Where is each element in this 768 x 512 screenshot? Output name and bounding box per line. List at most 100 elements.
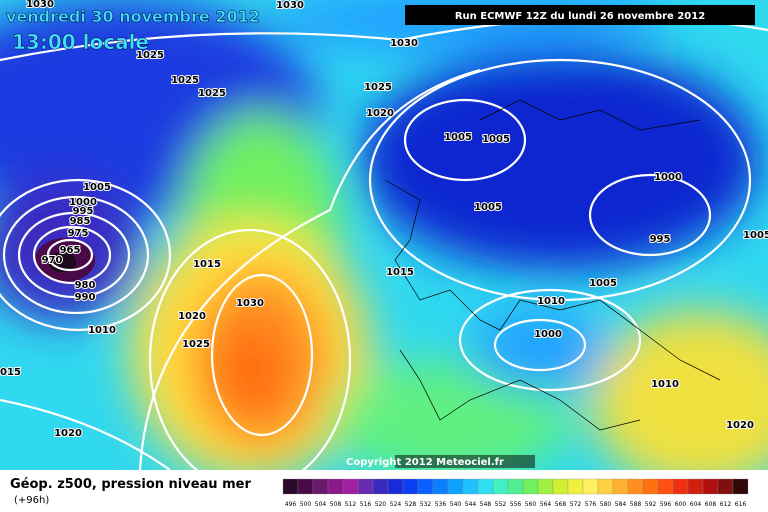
isobar-label: 1015 — [193, 259, 221, 270]
isobar-label: 1005 — [589, 278, 617, 289]
isobar-label: 1020 — [54, 428, 82, 439]
isobar-label: 1000 — [534, 329, 562, 340]
scale-swatch — [627, 478, 644, 495]
scale-label: 528 — [405, 501, 417, 508]
lead-time: (+96h) — [14, 495, 49, 506]
isobar-label: 1020 — [366, 108, 394, 119]
isobar-label: 1005 — [444, 132, 472, 143]
scale-swatch — [537, 478, 554, 495]
isobar-label: 1005 — [743, 230, 768, 241]
scale-label: 600 — [675, 501, 687, 508]
scale-label: 576 — [585, 501, 597, 508]
scale-label: 520 — [375, 501, 387, 508]
isobar-label: 1005 — [83, 182, 111, 193]
date: vendredi 30 novembre 2012 — [6, 7, 260, 26]
scale-swatch — [297, 478, 314, 495]
scale-swatch — [417, 478, 434, 495]
isobar-label: 975 — [68, 228, 89, 239]
isobar-label: 1020 — [726, 420, 754, 431]
isobar-label: 1010 — [651, 379, 679, 390]
scale-label: 496 — [285, 501, 297, 508]
scale-swatch — [312, 478, 329, 495]
scale-label: 564 — [540, 501, 552, 508]
isobar-label: 1025 — [364, 82, 392, 93]
scale-swatch — [507, 478, 524, 495]
scale-label: 512 — [345, 501, 357, 508]
isobar-label: 1030 — [390, 38, 418, 49]
scale-label: 536 — [435, 501, 447, 508]
scale-label: 596 — [660, 501, 672, 508]
scale-label: 556 — [510, 501, 522, 508]
scale-swatch — [492, 478, 509, 495]
isobar-label: 1025 — [198, 88, 226, 99]
scale-label: 508 — [330, 501, 342, 508]
scale-swatch — [372, 478, 389, 495]
scale-swatch — [387, 478, 404, 495]
isobar-label: 1000 — [69, 197, 97, 208]
isobar-label: 1020 — [178, 311, 206, 322]
isobar-label: 985 — [70, 216, 91, 227]
scale-swatch — [717, 478, 734, 495]
isobar-label: 1000 — [654, 172, 682, 183]
isobar-label: 965 — [60, 245, 81, 256]
isobar-label: 1030 — [236, 298, 264, 309]
isobar-label: 1030 — [276, 0, 304, 11]
scale-label: 592 — [645, 501, 657, 508]
scale-label: 608 — [705, 501, 717, 508]
scale-label: 588 — [630, 501, 642, 508]
scale-swatch — [357, 478, 374, 495]
isobar-label: 1005 — [474, 202, 502, 213]
isobar-label: 1005 — [482, 134, 510, 145]
scale-swatch — [687, 478, 704, 495]
copyright-box — [395, 455, 535, 468]
isobar-label: 1025 — [136, 50, 164, 61]
scale-swatch — [597, 478, 614, 495]
scale-label: 544 — [465, 501, 477, 508]
isobar-label: 1010 — [537, 296, 565, 307]
legend-title: Géop. z500, pression niveau mer — [10, 477, 251, 492]
scale-swatch — [732, 478, 749, 495]
scale-label: 580 — [600, 501, 612, 508]
scale-label: 616 — [735, 501, 747, 508]
isobar-label: 990 — [75, 292, 96, 303]
scale-label: 604 — [690, 501, 702, 508]
scale-swatch — [582, 478, 599, 495]
scale-label: 504 — [315, 501, 327, 508]
scale-swatch — [567, 478, 584, 495]
isobar-label: 1015 — [0, 367, 21, 378]
scale-swatch — [342, 478, 359, 495]
scale-swatch — [552, 478, 569, 495]
scale-swatch — [432, 478, 449, 495]
copyright: Copyright 2012 Meteociel.fr — [346, 457, 504, 468]
isobar-label: 1010 — [88, 325, 116, 336]
scale-label: 612 — [720, 501, 732, 508]
run-box — [405, 5, 755, 25]
scale-swatch — [522, 478, 539, 495]
scale-label: 572 — [570, 501, 582, 508]
scale-label: 568 — [555, 501, 567, 508]
scale-swatch — [327, 478, 344, 495]
isobar-label: 1025 — [171, 75, 199, 86]
scale-swatch — [642, 478, 659, 495]
scale-swatch — [447, 478, 464, 495]
isobar-label: 980 — [75, 280, 96, 291]
isobar-label: 1015 — [386, 267, 414, 278]
isobar-label: 1025 — [182, 339, 210, 350]
scale-label: 552 — [495, 501, 507, 508]
scale-label: 532 — [420, 501, 432, 508]
run-info: Run ECMWF 12Z du lundi 26 novembre 2012 — [455, 11, 705, 22]
scale-label: 584 — [615, 501, 627, 508]
isobar-label: 970 — [42, 255, 63, 266]
isobar-label: 1030 — [26, 0, 54, 10]
scale-swatch — [657, 478, 674, 495]
scale-swatch — [477, 478, 494, 495]
scale-swatch — [612, 478, 629, 495]
scale-swatch — [672, 478, 689, 495]
scale-swatch — [702, 478, 719, 495]
scale-swatch — [402, 478, 419, 495]
scale-swatch — [462, 478, 479, 495]
scale-label: 500 — [300, 501, 312, 508]
map-field — [0, 0, 768, 470]
time: 13:00 locale — [12, 30, 149, 54]
